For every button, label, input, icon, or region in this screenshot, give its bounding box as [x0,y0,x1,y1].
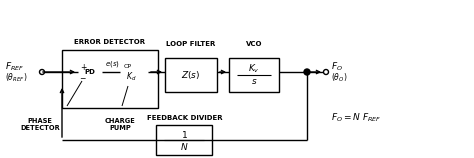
Text: $N$: $N$ [180,140,189,152]
Bar [156,125,212,155]
Text: $F_O$: $F_O$ [331,61,343,73]
Text: PHASE
DETECTOR: PHASE DETECTOR [20,118,60,131]
Text: $1$: $1$ [181,128,188,140]
Bar [62,50,158,108]
Text: $-$: $-$ [79,73,87,82]
Text: VCO: VCO [246,41,262,47]
Text: +: + [80,63,86,72]
Text: FEEDBACK DIVIDER: FEEDBACK DIVIDER [146,115,222,121]
Text: $F_O = N\ F_{REF}$: $F_O = N\ F_{REF}$ [331,112,382,124]
Text: CP: CP [124,64,132,69]
Text: PD: PD [84,69,95,75]
Text: ERROR DETECTOR: ERROR DETECTOR [74,39,146,45]
Text: $K_v$: $K_v$ [248,63,260,75]
Text: $K_d$: $K_d$ [126,71,136,83]
Text: $Z(s)$: $Z(s)$ [182,69,201,81]
Text: $s$: $s$ [251,78,257,86]
Text: CHARGE
PUMP: CHARGE PUMP [105,118,136,131]
Polygon shape [120,58,148,86]
Bar [229,58,279,92]
Text: $e(s)$: $e(s)$ [105,59,119,69]
Text: LOOP FILTER: LOOP FILTER [166,41,216,47]
Text: $F_{REF}$: $F_{REF}$ [5,61,24,73]
Bar [165,58,217,92]
Text: $(\theta_O)$: $(\theta_O)$ [331,72,347,84]
Circle shape [304,69,310,75]
Text: $(\theta_{REF})$: $(\theta_{REF})$ [5,72,27,84]
